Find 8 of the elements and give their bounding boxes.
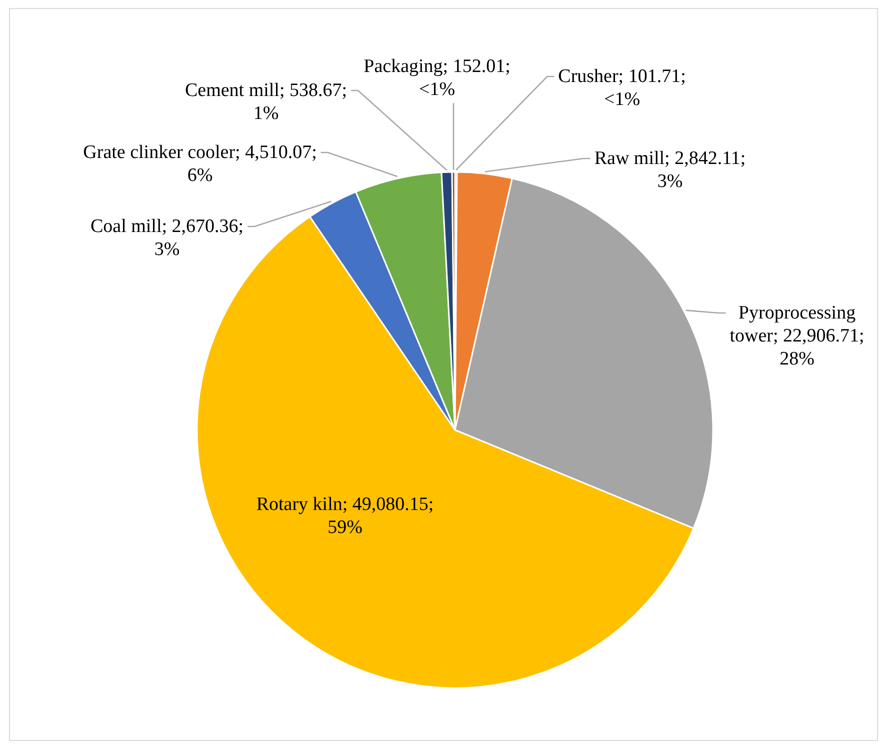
slice-label: Packaging; 152.01; <1% [364,56,510,100]
slice-label: Crusher; 101.71; <1% [558,66,686,110]
slice-label: Pyroprocessing tower; 22,906.71; 28% [730,302,864,370]
slice-label: Grate clinker cooler; 4,510.07; 6% [83,142,317,186]
slice-label: Rotary kiln; 49,080.15; 59% [256,494,434,538]
slice-label: Cement mill; 538.67; 1% [184,80,348,124]
slice-label: Raw mill; 2,842.11; 3% [594,148,746,192]
slice-label: Coal mill; 2,670.36; 3% [90,216,244,260]
